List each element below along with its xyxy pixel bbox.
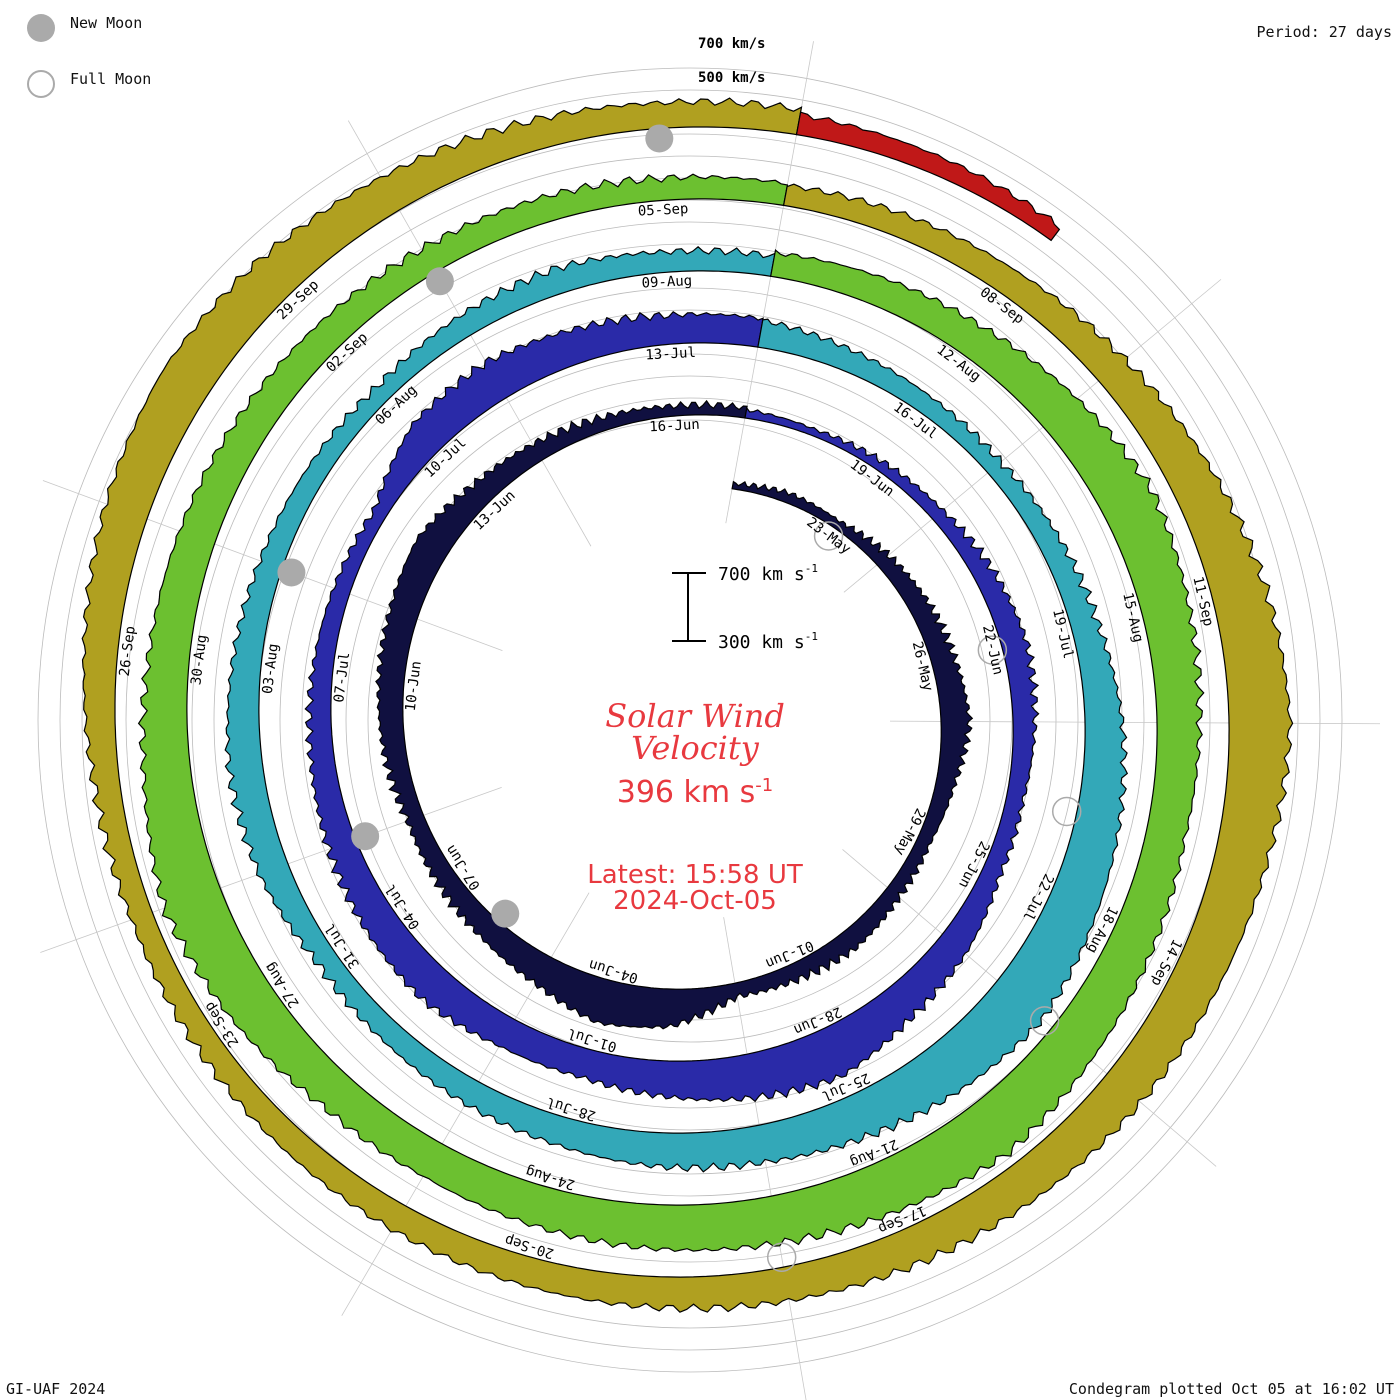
scale-top-label: 700 km s-1 bbox=[718, 562, 818, 585]
full-moon-label: Full Moon bbox=[70, 70, 152, 88]
date-label: 16-Jun bbox=[649, 417, 700, 436]
scale-bottom-label: 300 km s-1 bbox=[718, 630, 818, 653]
full-moon-marker bbox=[813, 521, 844, 551]
speed-band-cycle-6 bbox=[795, 111, 1061, 242]
chart-title: Solar Wind Velocity bbox=[500, 700, 890, 764]
guide-circle bbox=[367, 397, 1013, 1043]
day-spoke bbox=[889, 720, 1380, 725]
footer-credit: GI-UAF 2024 bbox=[6, 1380, 106, 1398]
new-moon-icon bbox=[27, 14, 55, 42]
scale-bar: 700 km s-1 300 km s-1 bbox=[672, 562, 818, 653]
latest-date: 2024-Oct-05 bbox=[613, 886, 777, 916]
date-label: 26-Sep bbox=[117, 625, 139, 677]
date-label: 09-Aug bbox=[641, 273, 692, 292]
new-moon-marker bbox=[425, 267, 454, 296]
period-label: Period: 27 days bbox=[1256, 23, 1392, 41]
latest-time: Latest: 15:58 UT bbox=[587, 860, 803, 890]
current-speed-value: 396 km s bbox=[616, 775, 756, 810]
date-label: 10-Jun bbox=[403, 660, 425, 712]
new-moon-marker bbox=[351, 822, 380, 851]
new-moon-marker bbox=[491, 899, 520, 928]
date-label: 05-Sep bbox=[637, 201, 688, 220]
new-moon-label: New Moon bbox=[70, 14, 143, 32]
guide-circle bbox=[37, 67, 1343, 1373]
speed-bands bbox=[81, 97, 1294, 1313]
new-moon-marker bbox=[277, 558, 306, 587]
full-moon-marker bbox=[1051, 796, 1082, 827]
new-moon-marker bbox=[645, 124, 674, 153]
ring-label-500: 500 km/s bbox=[698, 70, 765, 86]
date-label: 30-Aug bbox=[188, 634, 210, 686]
date-label: 03-Aug bbox=[260, 643, 282, 695]
full-moon-marker bbox=[1029, 1006, 1060, 1036]
date-label: 07-Jul bbox=[331, 651, 353, 703]
guide-circle bbox=[59, 89, 1321, 1351]
title-line-2: Velocity bbox=[631, 729, 759, 767]
moon-markers bbox=[277, 124, 1082, 1272]
title-line-1: Solar Wind bbox=[605, 697, 785, 735]
date-label: 13-Jul bbox=[645, 345, 696, 364]
full-moon-marker bbox=[766, 1242, 797, 1272]
current-speed: 396 km s-1 bbox=[616, 775, 774, 810]
ring-labels: 700 km/s 500 km/s bbox=[698, 36, 765, 86]
day-spoke bbox=[843, 279, 1222, 593]
full-moon-icon bbox=[27, 70, 55, 98]
ring-label-700: 700 km/s bbox=[698, 36, 765, 52]
footer-plotted: Condegram plotted Oct 05 at 16:02 UT bbox=[1068, 1380, 1394, 1398]
full-moon-marker bbox=[977, 635, 1008, 665]
